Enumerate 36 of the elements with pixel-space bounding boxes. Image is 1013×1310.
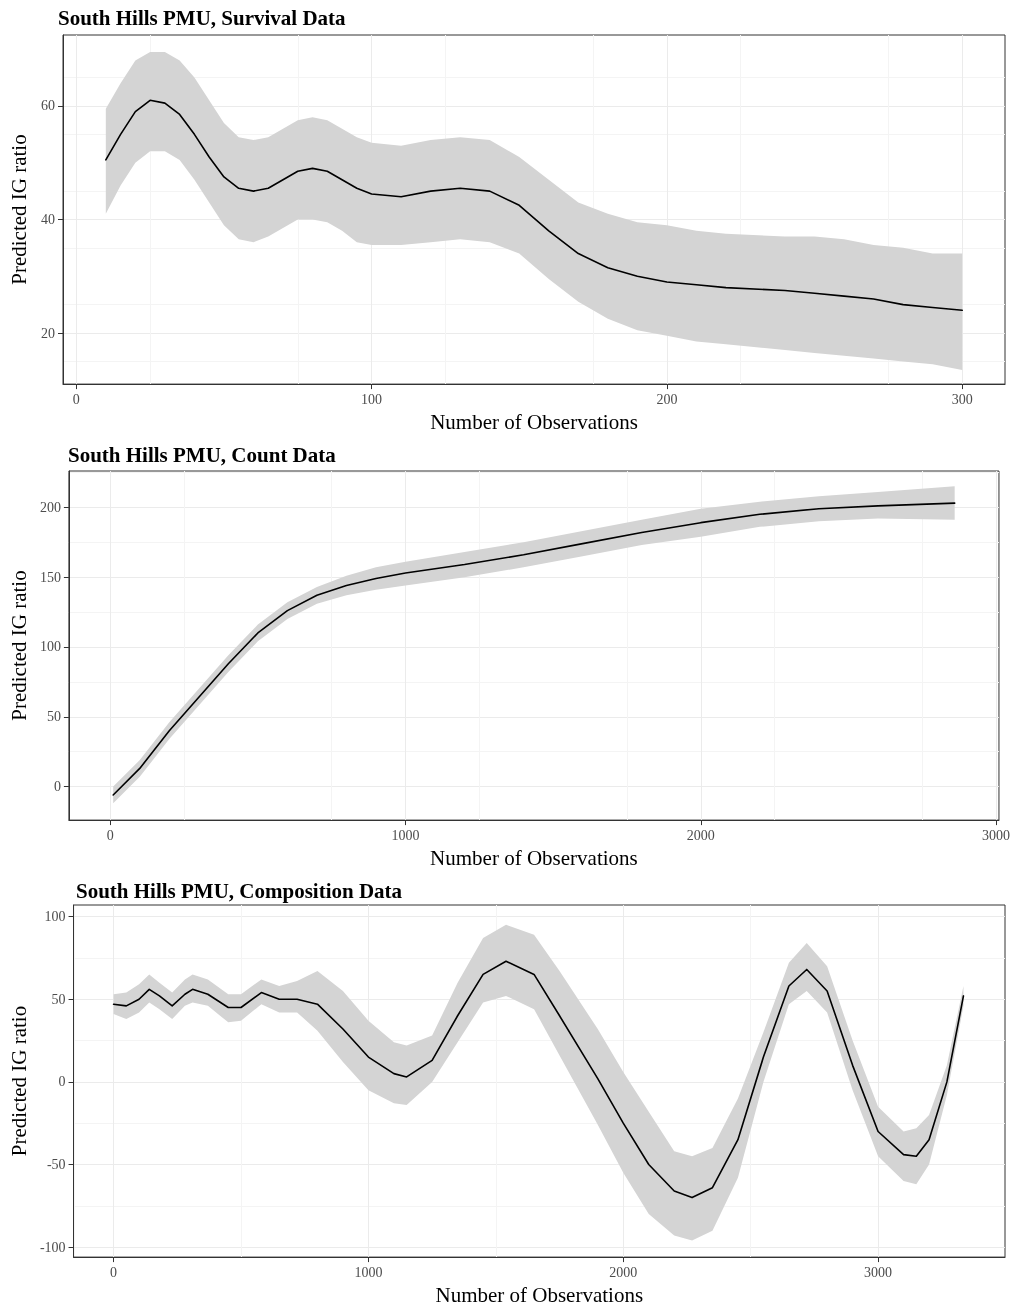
y-tick-label: 40 — [41, 211, 55, 227]
chart-title: South Hills PMU, Composition Data — [76, 878, 403, 903]
x-axis-title: Number of Observations — [430, 409, 638, 434]
x-tick-label: 0 — [110, 1264, 118, 1280]
y-tick-label: 60 — [41, 98, 55, 114]
x-tick-label: 3000 — [982, 827, 1011, 843]
y-tick-label: 100 — [39, 639, 61, 655]
y-axis-title: Predicted IG ratio — [6, 134, 31, 285]
y-tick-label: 0 — [58, 1074, 66, 1090]
y-axis-title: Predicted IG ratio — [6, 1005, 31, 1157]
x-tick-label: 300 — [951, 391, 973, 407]
y-tick-label: -100 — [39, 1239, 66, 1255]
y-tick-label: -50 — [46, 1157, 66, 1173]
y-tick-label: 0 — [53, 779, 61, 795]
y-tick-label: 20 — [41, 325, 55, 341]
chart-title: South Hills PMU, Survival Data — [58, 5, 347, 30]
y-tick-label: 50 — [51, 991, 66, 1007]
line-series — [112, 960, 965, 1199]
x-tick-label: 200 — [656, 391, 678, 407]
y-tick-label: 50 — [46, 709, 61, 725]
x-tick-label: 100 — [361, 391, 383, 407]
y-tick-label: 100 — [44, 909, 66, 925]
x-tick-label: 0 — [106, 827, 114, 843]
line-series — [105, 99, 963, 312]
chart-title: South Hills PMU, Count Data — [68, 442, 337, 467]
x-tick-label: 1000 — [354, 1264, 383, 1280]
y-axis-title: Predicted IG ratio — [6, 570, 31, 721]
x-tick-label: 0 — [72, 391, 80, 407]
x-tick-label: 3000 — [864, 1264, 893, 1280]
y-tick-label: 150 — [39, 569, 61, 585]
y-tick-label: 200 — [39, 499, 61, 515]
x-tick-label: 2000 — [686, 827, 715, 843]
x-tick-label: 2000 — [609, 1264, 638, 1280]
x-axis-title: Number of Observations — [430, 845, 638, 870]
x-axis-title: Number of Observations — [435, 1282, 644, 1307]
x-tick-label: 1000 — [391, 827, 420, 843]
